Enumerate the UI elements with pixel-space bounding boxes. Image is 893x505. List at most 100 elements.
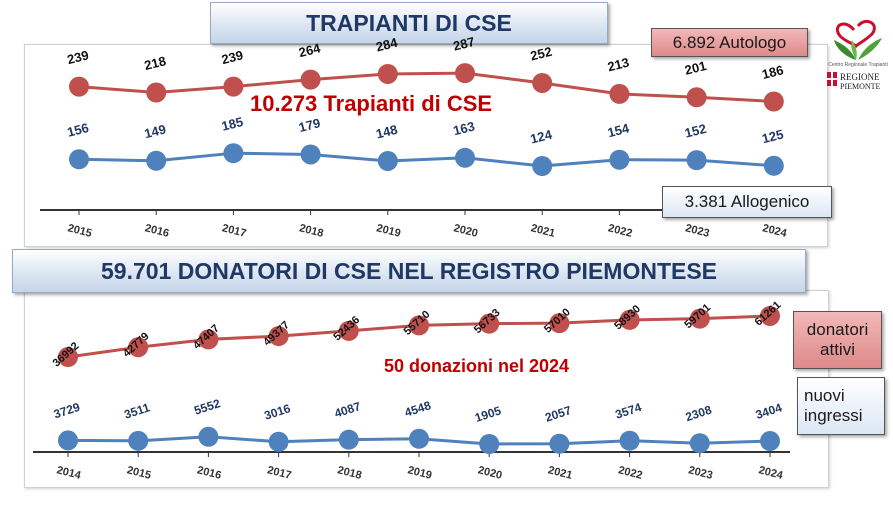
- donatori-attivi-point: [619, 309, 640, 330]
- autologo-point: [377, 63, 398, 84]
- nuovi-ingressi-data-label: 1905: [473, 403, 503, 425]
- allogenico-point: [300, 144, 321, 165]
- nuovi-ingressi-point: [479, 434, 500, 454]
- donatori-attivi-point: [409, 315, 429, 336]
- top-x-tick-label: 2023: [684, 222, 711, 240]
- allogenico-data-label: 179: [297, 115, 322, 135]
- autologo-data-label: 186: [760, 62, 785, 82]
- top-center-label: 10.273 Trapianti di CSE: [250, 91, 493, 116]
- nuovi-ingressi-point: [338, 429, 359, 450]
- allogenico-point: [223, 143, 244, 164]
- top-x-tick-label: 2017: [221, 222, 248, 240]
- top-x-tick-label: 2019: [375, 222, 402, 240]
- bottom-x-tick-label: 2019: [406, 464, 433, 482]
- logo-line2: REGIONE: [840, 72, 880, 82]
- bottom-x-tick-label: 2022: [617, 464, 644, 482]
- autologo-tag: 6.892 Autologo: [651, 28, 808, 57]
- bottom-title: 59.701 DONATORI DI CSE NEL REGISTRO PIEM…: [100, 257, 718, 284]
- allogenico-data-label: 185: [220, 114, 245, 134]
- allogenico-data-label: 148: [374, 122, 399, 142]
- allogenico-point: [69, 149, 89, 170]
- top-x-tick-label: 2018: [298, 222, 325, 240]
- nuovi-ingressi-data-label: 5552: [192, 396, 222, 418]
- nuovi-ingressi-point: [619, 430, 640, 451]
- nuovi-ingressi-data-label: 3404: [754, 400, 784, 422]
- allogenico-point: [763, 155, 784, 176]
- autologo-point: [146, 82, 167, 103]
- nuovi-ingressi-point: [689, 433, 710, 454]
- nuovi-ingressi-tag: nuovi ingressi: [797, 377, 885, 435]
- top-chart: 2015 2016 2017 2018 2019 2020 2021 2022 2023 2024…: [40, 34, 798, 240]
- top-x-tick-label: 2022: [607, 222, 634, 240]
- regione-piemonte-logo: Centro Regionale Trapianti REGIONE PIEMO…: [826, 4, 890, 96]
- allogenico-point: [377, 150, 398, 171]
- allogenico-data-label: 124: [529, 127, 554, 147]
- allogenico-label: 3.381 Allogenico: [684, 192, 810, 211]
- autologo-label: 6.892 Autologo: [672, 32, 787, 52]
- bottom-center-label: 50 donazioni nel 2024: [384, 356, 570, 376]
- allogenico-data-label: 154: [606, 120, 631, 140]
- nuovi-ingressi-data-label: 3016: [263, 401, 293, 423]
- allogenico-data-label: 149: [143, 121, 168, 141]
- bottom-x-tick-label: 2023: [687, 464, 714, 482]
- autologo-point: [223, 76, 244, 97]
- donatori-attivi-point: [338, 320, 359, 341]
- bottom-x-tick-label: 2015: [126, 464, 153, 482]
- bottom-title-banner: 59.701 DONATORI DI CSE NEL REGISTRO PIEM…: [12, 249, 806, 293]
- bottom-chart: 2014 2015 2016 2017 2018 2019 2020 2021 2022 2023…: [33, 299, 790, 482]
- nuovi-ingressi-point: [760, 431, 780, 452]
- autologo-point: [532, 72, 553, 93]
- nuovi-ingressi-data-label: 4548: [403, 398, 433, 420]
- bottom-x-tick-label: 2021: [547, 464, 574, 482]
- top-x-tick-label: 2015: [66, 222, 93, 240]
- allogenico-point: [532, 156, 553, 176]
- allogenico-tag: 3.381 Allogenico: [662, 186, 832, 218]
- nuovi-ingressi-data-label: 2308: [684, 403, 714, 425]
- nuovi-ingressi-data-label: 3574: [614, 400, 644, 422]
- top-x-tick-label: 2020: [452, 222, 479, 240]
- autologo-data-label: 213: [606, 55, 631, 75]
- autologo-point: [763, 91, 784, 112]
- nuovi-ingressi-label: nuovi ingressi: [804, 385, 863, 425]
- allogenico-data-label: 125: [760, 127, 785, 147]
- autologo-point: [455, 63, 475, 84]
- nuovi-ingressi-point: [198, 426, 219, 447]
- top-x-tick-label: 2024: [761, 222, 789, 240]
- autologo-point: [686, 87, 707, 108]
- bottom-x-tick-label: 2016: [196, 464, 223, 482]
- autologo-line: [78, 71, 774, 103]
- nuovi-ingressi-point: [268, 431, 289, 452]
- bottom-x-tick-label: 2014: [55, 464, 83, 482]
- donatori-attivi-point: [760, 305, 780, 326]
- nuovi-ingressi-data-label: 3511: [122, 400, 151, 421]
- autologo-point: [300, 69, 321, 90]
- bottom-x-tick-label: 2024: [757, 464, 785, 482]
- donatori-attivi-point: [268, 326, 289, 347]
- top-x-tick-label: 2016: [144, 222, 171, 240]
- donatori-attivi-label: donatori attivi: [806, 319, 869, 359]
- autologo-data-label: 201: [683, 58, 708, 78]
- autologo-data-label: 284: [374, 35, 399, 55]
- autologo-data-label: 239: [66, 47, 91, 67]
- nuovi-ingressi-point: [549, 433, 570, 454]
- logo-line1: Centro Regionale Trapianti: [828, 62, 888, 68]
- allogenico-data-label: 156: [66, 120, 91, 140]
- heart-leaf-icon: [827, 20, 882, 86]
- donatori-attivi-point: [689, 308, 710, 329]
- top-title-banner: TRAPIANTI DI CSE: [210, 2, 608, 44]
- nuovi-ingressi-point: [58, 430, 78, 451]
- nuovi-ingressi-point: [128, 430, 149, 451]
- top-title: TRAPIANTI DI CSE: [306, 9, 512, 36]
- bottom-x-tick-label: 2017: [266, 464, 293, 482]
- nuovi-ingressi-data-label: 3729: [52, 400, 82, 422]
- allogenico-point: [455, 147, 475, 168]
- autologo-data-label: 239: [220, 47, 245, 67]
- nuovi-ingressi-point: [409, 428, 429, 449]
- allogenico-data-label: 152: [683, 121, 708, 141]
- allogenico-point: [686, 150, 707, 171]
- donatori-attivi-point: [479, 313, 500, 334]
- logo-line3: PIEMONTE: [840, 82, 881, 91]
- autologo-data-label: 287: [452, 34, 477, 54]
- allogenico-point: [146, 150, 167, 171]
